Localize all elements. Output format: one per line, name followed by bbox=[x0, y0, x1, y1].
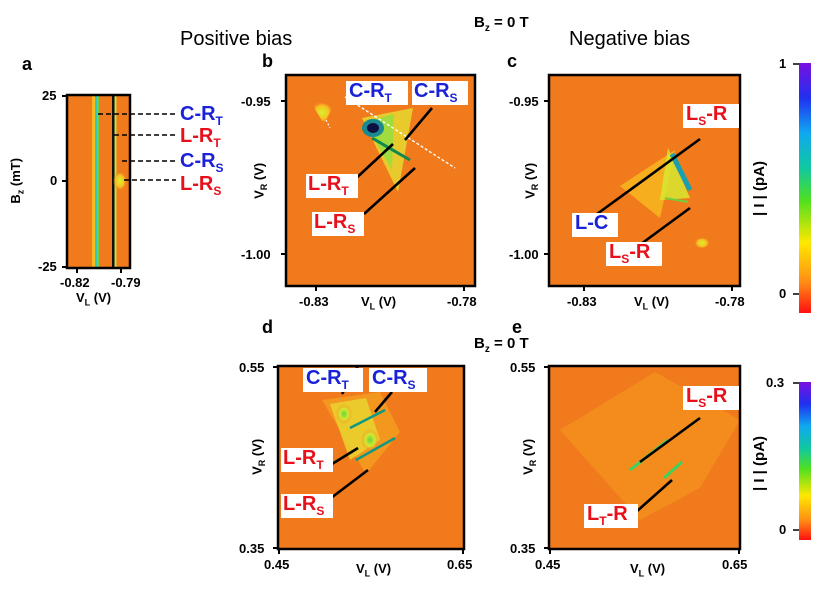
transition-tag: LS-R bbox=[686, 103, 728, 128]
transition-label: L-RS bbox=[180, 173, 222, 198]
panel-e-xlabel: VL (V) bbox=[630, 561, 666, 579]
panel-d-ytick: 0.35 bbox=[239, 541, 265, 556]
panel-b-ytick: -1.00 bbox=[241, 247, 271, 262]
panel-c-ytick: -1.00 bbox=[509, 247, 539, 262]
panel-e-ytick: 0.35 bbox=[510, 541, 536, 556]
colorbar-1-label: | I | (pA) bbox=[751, 160, 769, 217]
transition-tag: L-C bbox=[575, 212, 609, 234]
panel-d-xtick: 0.45 bbox=[264, 557, 290, 572]
transition-tag: LS-R bbox=[609, 241, 651, 266]
panel-d-ytick: 0.55 bbox=[239, 360, 265, 375]
colorbar-1-min: 0 bbox=[779, 286, 787, 301]
panel-d-letter: d bbox=[262, 317, 273, 337]
transition-label: C-RS bbox=[180, 150, 224, 175]
colorbar-2-max: 0.3 bbox=[766, 375, 785, 390]
colorbar-1-max: 1 bbox=[779, 56, 787, 71]
panel-a-ytick: 0 bbox=[50, 173, 58, 188]
transition-tag: L-RS bbox=[283, 493, 325, 518]
panel-e-xtick: 0.65 bbox=[722, 557, 748, 572]
label-boxes bbox=[281, 81, 739, 528]
bz-top-label: Bz = 0 T bbox=[474, 14, 529, 34]
panel-b-ylabel: VR (V) bbox=[251, 162, 269, 199]
colorbar-2-min: 0 bbox=[779, 522, 787, 537]
panel-a-xlabel: VL (V) bbox=[76, 290, 112, 308]
positive-bias-title: Positive bias bbox=[180, 28, 293, 50]
colorbar-1 bbox=[799, 63, 811, 313]
panel-b-map bbox=[284, 73, 477, 288]
panel-a-ytick: -25 bbox=[38, 259, 57, 274]
transition-label: L-RT bbox=[180, 125, 221, 150]
panel-a-ytick: 25 bbox=[42, 88, 57, 103]
panel-a-map bbox=[65, 93, 132, 270]
panel-d-xlabel: VL (V) bbox=[356, 561, 392, 579]
panel-a-xtick: -0.79 bbox=[111, 275, 141, 290]
panel-c-ytick: -0.95 bbox=[509, 94, 539, 109]
panel-a-ylabel: Bz (mT) bbox=[8, 157, 26, 204]
panel-e-ytick: 0.55 bbox=[510, 360, 536, 375]
transition-tag: L-RT bbox=[308, 173, 349, 198]
panel-c-xlabel: VL (V) bbox=[634, 294, 670, 312]
panel-c-ylabel: VR (V) bbox=[522, 162, 540, 199]
panel-b-xlabel: VL (V) bbox=[361, 294, 397, 312]
panel-a-leader-lines bbox=[98, 113, 176, 181]
transition-tag: LS-R bbox=[686, 385, 728, 410]
colorbar-2 bbox=[799, 382, 811, 540]
panel-b-letter: b bbox=[262, 51, 273, 71]
panel-e-letter: e bbox=[512, 317, 523, 337]
panel-b-xtick: -0.78 bbox=[447, 294, 477, 309]
panel-d-ylabel: VR (V) bbox=[249, 438, 267, 475]
panel-d-xtick: 0.65 bbox=[447, 557, 473, 572]
bz-mid-label: Bz = 0 T bbox=[474, 335, 529, 355]
transition-tag: C-RS bbox=[372, 367, 416, 392]
transition-tag: C-RS bbox=[414, 80, 458, 105]
transition-label: C-RT bbox=[180, 103, 223, 128]
panel-e-ylabel: VR (V) bbox=[520, 438, 538, 475]
panel-c-letter: c bbox=[507, 51, 518, 71]
panel-b-ytick: -0.95 bbox=[241, 94, 271, 109]
panel-b-xtick: -0.83 bbox=[299, 294, 329, 309]
transition-tag: L-RT bbox=[283, 447, 324, 472]
panel-e-xtick: 0.45 bbox=[535, 557, 561, 572]
panel-a-letter: a bbox=[22, 54, 33, 74]
transition-tag: LT-R bbox=[587, 503, 628, 528]
transition-tag: L-RS bbox=[314, 211, 356, 236]
negative-bias-title: Negative bias bbox=[569, 28, 691, 50]
transition-tag: C-RT bbox=[349, 80, 392, 105]
panel-c-xtick: -0.78 bbox=[715, 294, 745, 309]
panel-c-xtick: -0.83 bbox=[567, 294, 597, 309]
panel-a-xtick: -0.82 bbox=[60, 275, 90, 290]
colorbar-2-label: | I | (pA) bbox=[751, 435, 769, 492]
colorbar-ticks bbox=[793, 63, 799, 531]
axis-ticks bbox=[62, 95, 740, 554]
transition-tag: C-RT bbox=[306, 367, 349, 392]
